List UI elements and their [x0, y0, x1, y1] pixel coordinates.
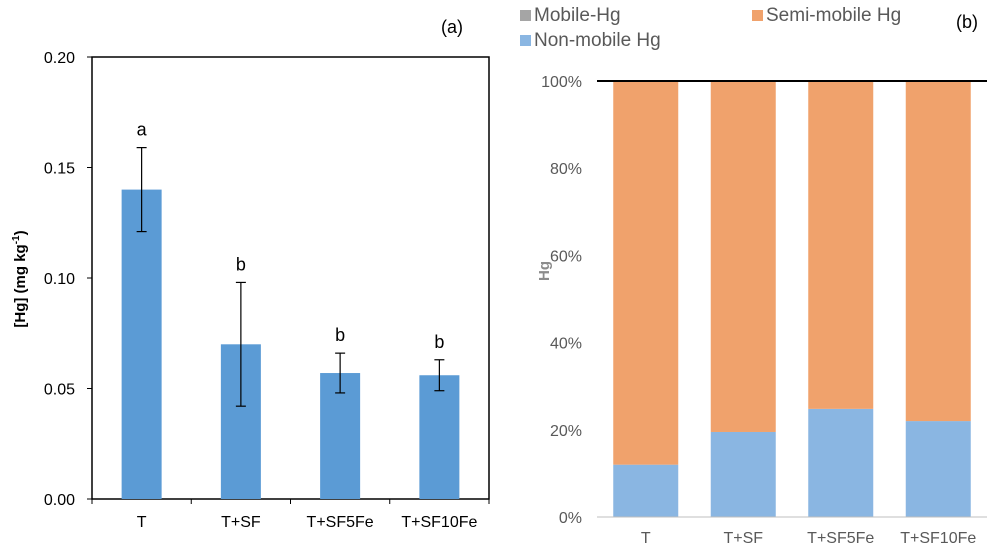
panel-b-bars	[613, 81, 971, 517]
panel-b-y-axis: 0% 20% 40% 60% 80% 100%	[541, 74, 582, 527]
panel-b-y-tick-label: 60%	[550, 248, 582, 265]
panel-b-y-tick-label: 0%	[559, 510, 582, 527]
panel-a-significance-letter: b	[236, 254, 246, 274]
panel-b-legend-swatch	[752, 10, 763, 21]
panel-a-y-axis-label-main: [Hg] (mg kg	[12, 244, 29, 327]
panel-a-bar	[419, 375, 460, 499]
panel-b-y-tick-label: 40%	[550, 336, 582, 353]
panel-a-label: (a)	[441, 17, 463, 37]
panel-b-bar-non-mobile-hg	[905, 421, 971, 517]
panel-a-y-tick-label: 0.15	[44, 161, 75, 178]
panel-a-x-tick-label: T+SF5Fe	[307, 514, 374, 531]
panel-b-bar-semi-mobile-hg	[710, 81, 776, 432]
panel-a-significance-letter: a	[137, 120, 148, 140]
panel-b-x-tick-label: T	[641, 530, 651, 547]
panel-b-bar-non-mobile-hg	[613, 464, 679, 517]
panel-b-label: (b)	[956, 12, 978, 32]
panel-b-bar-semi-mobile-hg	[905, 81, 971, 422]
panel-a-bar	[320, 373, 361, 499]
panel-a-y-axis-label-end: )	[12, 230, 29, 235]
panel-a-y-tick-label: 0.05	[44, 382, 75, 399]
panel-b-legend-swatch	[520, 35, 531, 46]
panel-b-x-axis: T T+SF T+SF5Fe T+SF10Fe	[641, 530, 977, 547]
panel-a-x-axis: T T+SF T+SF5Fe T+SF10Fe	[91, 499, 490, 531]
panel-b-bar-non-mobile-hg	[808, 408, 874, 517]
panel-a-bars: a b b b	[121, 120, 460, 499]
panel-b-bar-semi-mobile-hg	[613, 81, 679, 465]
panel-b-legend-label: Non-mobile Hg	[534, 30, 661, 51]
panel-b-x-tick-label: T+SF	[723, 530, 763, 547]
panel-b-y-tick-label: 100%	[541, 74, 582, 91]
panel-b-legend: Mobile-Hg Semi-mobile Hg Non-mobile Hg	[520, 5, 901, 51]
panel-b-legend-label: Mobile-Hg	[534, 5, 621, 26]
panel-a-y-axis-label: [Hg] (mg kg-1)	[11, 230, 29, 327]
panel-b-y-axis-label: Hg	[536, 261, 553, 281]
panel-a-y-tick-label: 0.20	[44, 50, 75, 67]
panel-a-significance-letter: b	[434, 332, 444, 352]
panel-b: (b) Mobile-Hg Semi-mobile Hg Non-mobile Hg…	[520, 5, 987, 547]
panel-b-bar-non-mobile-hg	[710, 431, 776, 517]
panel-b-x-tick-label: T+SF10Fe	[900, 530, 976, 547]
panel-a-x-tick-label: T	[137, 514, 147, 531]
panel-a: (a) 0.00 0.05 0.10 0.15 0.20 a b b b T T+SF T+SF5…	[11, 17, 490, 531]
panel-a-y-tick-label: 0.10	[44, 271, 75, 288]
panel-b-bar-semi-mobile-hg	[808, 81, 874, 409]
panel-b-x-tick-label: T+SF5Fe	[807, 530, 874, 547]
panel-a-y-tick-label: 0.00	[44, 492, 75, 509]
panel-a-x-tick-label: T+SF10Fe	[401, 514, 477, 531]
panel-b-y-tick-label: 80%	[550, 161, 582, 178]
panel-a-significance-letter: b	[335, 325, 345, 345]
panel-b-legend-label: Semi-mobile Hg	[766, 5, 901, 26]
panel-a-y-axis-label-superscript: -1	[11, 235, 22, 244]
panel-a-y-axis: 0.00 0.05 0.10 0.15 0.20	[44, 50, 92, 509]
panel-a-x-tick-label: T+SF	[221, 514, 261, 531]
panel-b-y-tick-label: 20%	[550, 423, 582, 440]
panel-b-legend-swatch	[520, 10, 531, 21]
panel-a-bar	[121, 189, 162, 499]
